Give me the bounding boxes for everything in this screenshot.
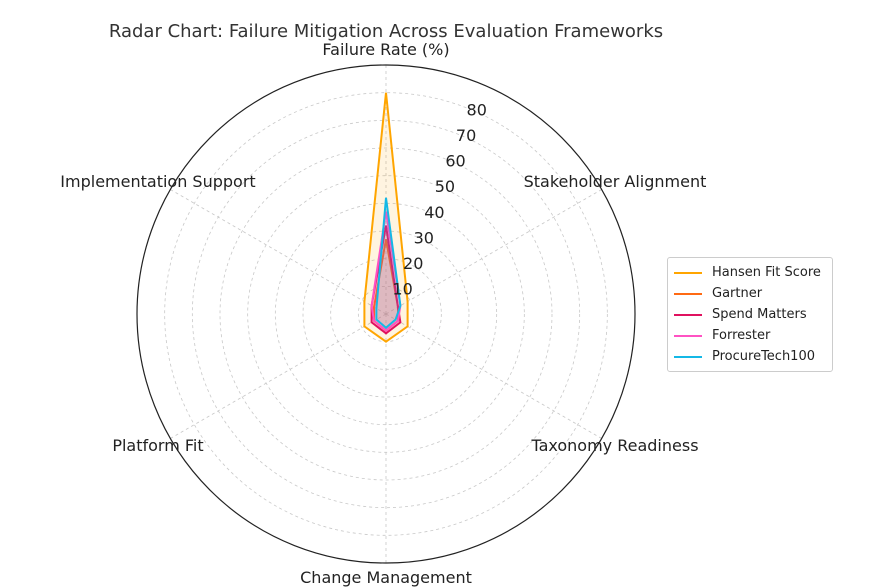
axis-label: Implementation Support <box>60 172 255 191</box>
legend-swatch <box>674 313 702 316</box>
legend-label: Forrester <box>712 328 771 343</box>
legend-label: Gartner <box>712 286 763 301</box>
legend-swatch <box>674 334 702 337</box>
grid-circle <box>164 92 608 536</box>
radial-tick-label: 10 <box>392 279 412 298</box>
legend-swatch <box>674 271 702 274</box>
legend-item: Hansen Fit Score <box>668 262 832 283</box>
chart-title: Radar Chart: Failure Mitigation Across E… <box>109 21 663 42</box>
axis-label: Stakeholder Alignment <box>524 172 707 191</box>
legend-swatch <box>674 292 702 295</box>
radial-tick-label: 40 <box>424 203 444 222</box>
axis-label: Taxonomy Readiness <box>530 436 698 455</box>
legend-item: Forrester <box>668 325 832 346</box>
radial-tick-label: 70 <box>456 126 476 145</box>
legend-label: Hansen Fit Score <box>712 265 821 280</box>
radial-tick-label: 80 <box>467 101 487 120</box>
axis-label: Change Management <box>300 568 472 587</box>
legend-label: ProcureTech100 <box>712 349 815 364</box>
radial-tick-label: 50 <box>435 177 455 196</box>
outer-frame <box>136 64 636 564</box>
legend-item: Gartner <box>668 283 832 304</box>
axis-label: Platform Fit <box>112 436 203 455</box>
legend-label: Spend Matters <box>712 307 807 322</box>
grid-circle <box>274 202 498 426</box>
radial-tick-label: 60 <box>445 152 465 171</box>
legend-item: Spend Matters <box>668 304 832 325</box>
radial-tick-label: 30 <box>414 228 434 247</box>
radar-labels: Failure Rate (%) Stakeholder Alignment Tax… <box>60 40 706 587</box>
chart-legend: Hansen Fit Score Gartner Spend Matters Forr… <box>667 257 833 372</box>
legend-swatch <box>674 355 702 358</box>
radar-series <box>363 92 409 343</box>
series-polygon <box>375 197 402 330</box>
radial-tick-label: 20 <box>403 254 423 273</box>
axis-label: Failure Rate (%) <box>322 40 449 59</box>
legend-item: ProcureTech100 <box>668 346 832 367</box>
grid-circle <box>219 147 553 481</box>
